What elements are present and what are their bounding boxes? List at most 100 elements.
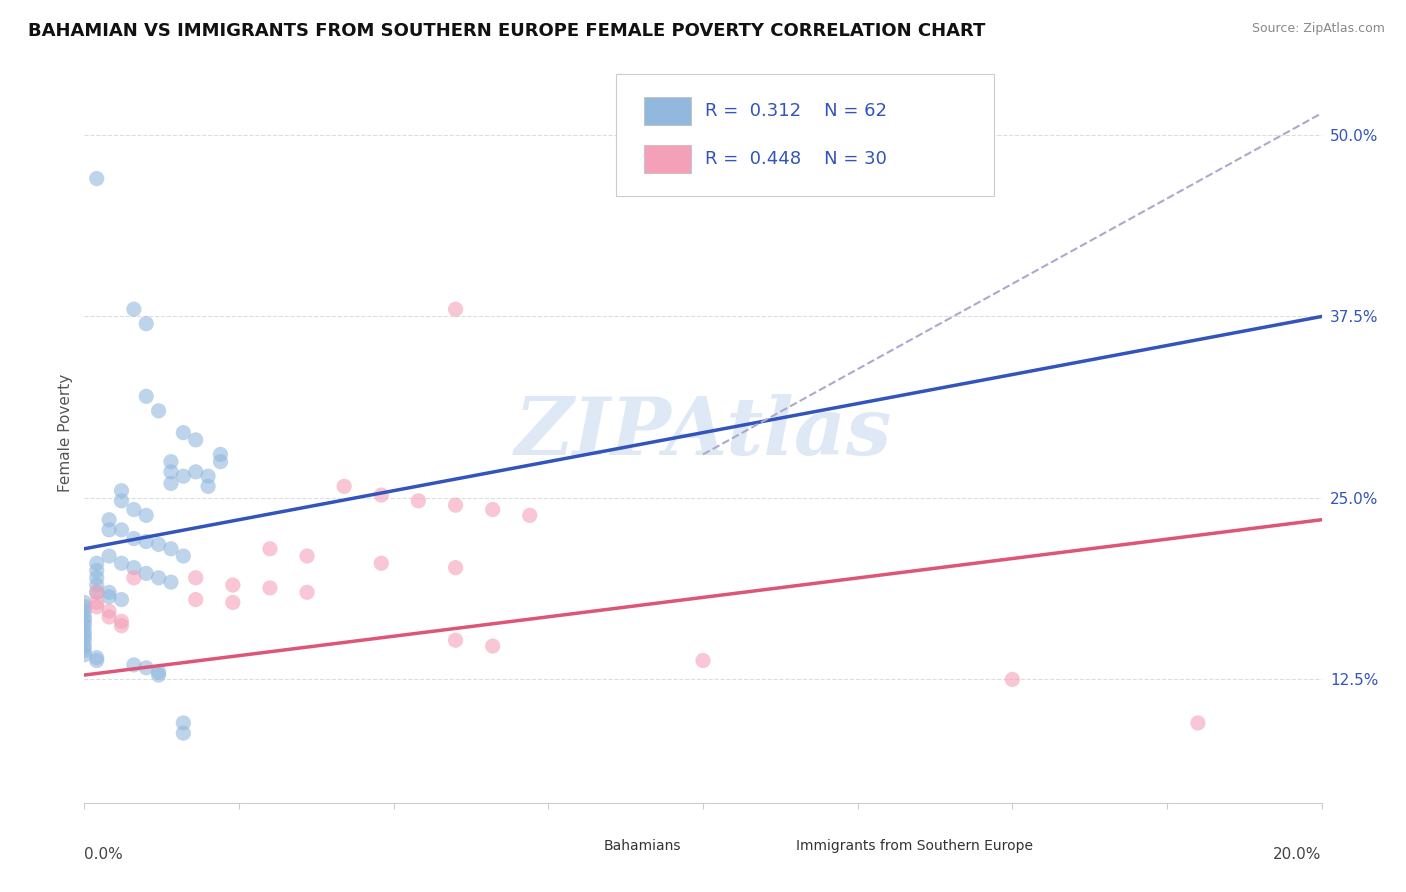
Point	[197, 479, 219, 493]
Point	[122, 502, 145, 516]
FancyBboxPatch shape	[644, 97, 690, 126]
Point	[481, 502, 503, 516]
Point	[222, 595, 245, 609]
Point	[110, 592, 132, 607]
Point	[122, 302, 145, 317]
Point	[184, 465, 207, 479]
Point	[86, 599, 108, 614]
Point	[259, 541, 281, 556]
Point	[86, 585, 108, 599]
Point	[222, 578, 245, 592]
Point	[86, 595, 108, 609]
Point	[86, 650, 108, 665]
Point	[86, 571, 108, 585]
Point	[184, 433, 207, 447]
Point	[370, 488, 392, 502]
Point	[172, 549, 194, 563]
Point	[98, 590, 121, 604]
Point	[135, 317, 157, 331]
Point	[333, 479, 356, 493]
Point	[110, 618, 132, 632]
Text: 20.0%: 20.0%	[1274, 847, 1322, 863]
Point	[73, 618, 96, 632]
Point	[370, 556, 392, 570]
Point	[148, 404, 170, 418]
Point	[692, 654, 714, 668]
Point	[110, 493, 132, 508]
FancyBboxPatch shape	[554, 836, 595, 855]
FancyBboxPatch shape	[644, 145, 690, 173]
Y-axis label: Female Poverty: Female Poverty	[58, 374, 73, 491]
Point	[172, 425, 194, 440]
Point	[172, 469, 194, 483]
Point	[209, 447, 232, 461]
Point	[259, 581, 281, 595]
Point	[73, 599, 96, 614]
Point	[86, 171, 108, 186]
Point	[73, 610, 96, 624]
Point	[73, 604, 96, 618]
Point	[160, 575, 183, 590]
Point	[444, 498, 467, 512]
FancyBboxPatch shape	[616, 73, 994, 195]
Point	[444, 302, 467, 317]
Point	[148, 668, 170, 682]
Point	[148, 537, 170, 551]
Point	[184, 571, 207, 585]
Point	[160, 455, 183, 469]
Point	[73, 629, 96, 643]
Point	[1001, 673, 1024, 687]
Point	[98, 604, 121, 618]
Text: ZIPAtlas: ZIPAtlas	[515, 394, 891, 471]
Point	[135, 566, 157, 581]
Point	[86, 578, 108, 592]
Point	[135, 661, 157, 675]
Point	[73, 615, 96, 629]
Point	[160, 476, 183, 491]
Point	[172, 726, 194, 740]
Point	[184, 592, 207, 607]
Point	[98, 549, 121, 563]
Point	[122, 532, 145, 546]
Point	[172, 715, 194, 730]
Text: Immigrants from Southern Europe: Immigrants from Southern Europe	[796, 838, 1033, 853]
Point	[148, 665, 170, 680]
Point	[122, 571, 145, 585]
Point	[1187, 715, 1209, 730]
Point	[73, 595, 96, 609]
Text: Bahamians: Bahamians	[605, 838, 682, 853]
Point	[160, 541, 183, 556]
Point	[110, 556, 132, 570]
Point	[519, 508, 541, 523]
Point	[444, 560, 467, 574]
Point	[86, 564, 108, 578]
Point	[295, 585, 318, 599]
Point	[98, 523, 121, 537]
Point	[122, 657, 145, 672]
Point	[209, 455, 232, 469]
Point	[135, 389, 157, 403]
Text: R =  0.448    N = 30: R = 0.448 N = 30	[706, 150, 887, 168]
Point	[98, 513, 121, 527]
Point	[98, 585, 121, 599]
FancyBboxPatch shape	[747, 836, 786, 855]
Point	[135, 508, 157, 523]
Point	[73, 643, 96, 657]
Point	[110, 523, 132, 537]
Point	[73, 633, 96, 648]
Point	[86, 585, 108, 599]
Point	[73, 648, 96, 662]
Point	[73, 639, 96, 653]
Point	[122, 560, 145, 574]
Point	[295, 549, 318, 563]
Point	[160, 465, 183, 479]
Point	[135, 534, 157, 549]
Text: Source: ZipAtlas.com: Source: ZipAtlas.com	[1251, 22, 1385, 36]
Text: BAHAMIAN VS IMMIGRANTS FROM SOUTHERN EUROPE FEMALE POVERTY CORRELATION CHART: BAHAMIAN VS IMMIGRANTS FROM SOUTHERN EUR…	[28, 22, 986, 40]
Point	[148, 571, 170, 585]
Point	[98, 610, 121, 624]
Point	[197, 469, 219, 483]
Point	[86, 556, 108, 570]
Point	[408, 493, 430, 508]
Point	[444, 633, 467, 648]
